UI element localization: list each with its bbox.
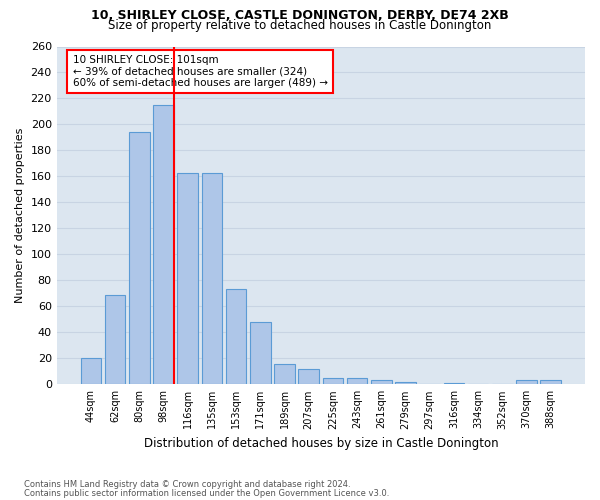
Bar bbox=[250, 322, 271, 384]
Text: 10 SHIRLEY CLOSE: 101sqm
← 39% of detached houses are smaller (324)
60% of semi-: 10 SHIRLEY CLOSE: 101sqm ← 39% of detach… bbox=[73, 55, 328, 88]
Bar bbox=[298, 368, 319, 384]
Bar bbox=[226, 290, 247, 384]
Bar bbox=[105, 294, 125, 384]
Bar bbox=[371, 380, 392, 384]
Bar bbox=[443, 383, 464, 384]
Bar bbox=[516, 380, 537, 384]
Bar bbox=[347, 378, 367, 384]
Bar bbox=[323, 378, 343, 384]
Bar bbox=[202, 172, 222, 384]
X-axis label: Distribution of detached houses by size in Castle Donington: Distribution of detached houses by size … bbox=[143, 437, 498, 450]
Text: Size of property relative to detached houses in Castle Donington: Size of property relative to detached ho… bbox=[109, 19, 491, 32]
Bar bbox=[80, 358, 101, 384]
Bar bbox=[541, 380, 561, 384]
Bar bbox=[395, 382, 416, 384]
Bar bbox=[129, 132, 149, 384]
Bar bbox=[153, 105, 174, 384]
Text: Contains public sector information licensed under the Open Government Licence v3: Contains public sector information licen… bbox=[24, 488, 389, 498]
Text: 10, SHIRLEY CLOSE, CASTLE DONINGTON, DERBY, DE74 2XB: 10, SHIRLEY CLOSE, CASTLE DONINGTON, DER… bbox=[91, 9, 509, 22]
Bar bbox=[178, 172, 198, 384]
Y-axis label: Number of detached properties: Number of detached properties bbox=[15, 128, 25, 303]
Text: Contains HM Land Registry data © Crown copyright and database right 2024.: Contains HM Land Registry data © Crown c… bbox=[24, 480, 350, 489]
Bar bbox=[274, 364, 295, 384]
